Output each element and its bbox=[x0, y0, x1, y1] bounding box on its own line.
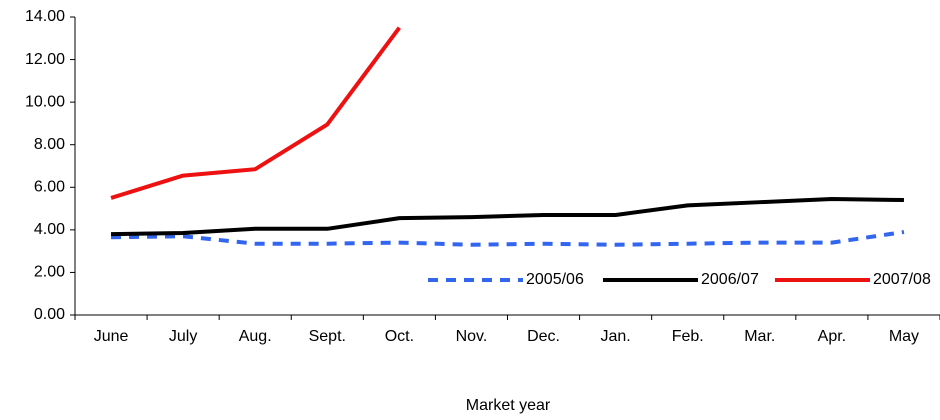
x-tick-label: Feb. bbox=[672, 328, 704, 345]
y-tick-label: 8.00 bbox=[34, 136, 65, 153]
x-tick-label: Aug. bbox=[239, 328, 272, 345]
y-tick-label: 6.00 bbox=[34, 179, 65, 196]
x-tick-label: Dec. bbox=[527, 328, 560, 345]
series-line bbox=[111, 196, 904, 237]
legend-label: 2007/08 bbox=[873, 271, 931, 288]
x-tick-label: July bbox=[169, 328, 197, 345]
series-line bbox=[111, 230, 905, 247]
legend-label: 2006/07 bbox=[701, 271, 759, 288]
y-tick-label: 12.00 bbox=[25, 51, 65, 68]
x-tick-label: Mar. bbox=[744, 328, 775, 345]
y-tick-label: 4.00 bbox=[34, 221, 65, 238]
y-tick-label: 14.00 bbox=[25, 8, 65, 25]
series-line bbox=[110, 26, 401, 200]
x-tick-label: Nov. bbox=[456, 328, 488, 345]
x-tick-label: June bbox=[94, 328, 129, 345]
x-axis-title: Market year bbox=[466, 397, 551, 414]
y-tick-label: 10.00 bbox=[25, 93, 65, 110]
y-tick-label: 2.00 bbox=[34, 264, 65, 281]
legend-label: 2005/06 bbox=[526, 271, 584, 288]
x-tick-label: Oct. bbox=[385, 328, 414, 345]
x-tick-label: May bbox=[889, 328, 919, 345]
x-tick-label: Apr. bbox=[818, 328, 846, 345]
x-tick-label: Jan. bbox=[601, 328, 631, 345]
x-tick-label: Sept. bbox=[309, 328, 346, 345]
y-tick-label: 0.00 bbox=[34, 306, 65, 323]
